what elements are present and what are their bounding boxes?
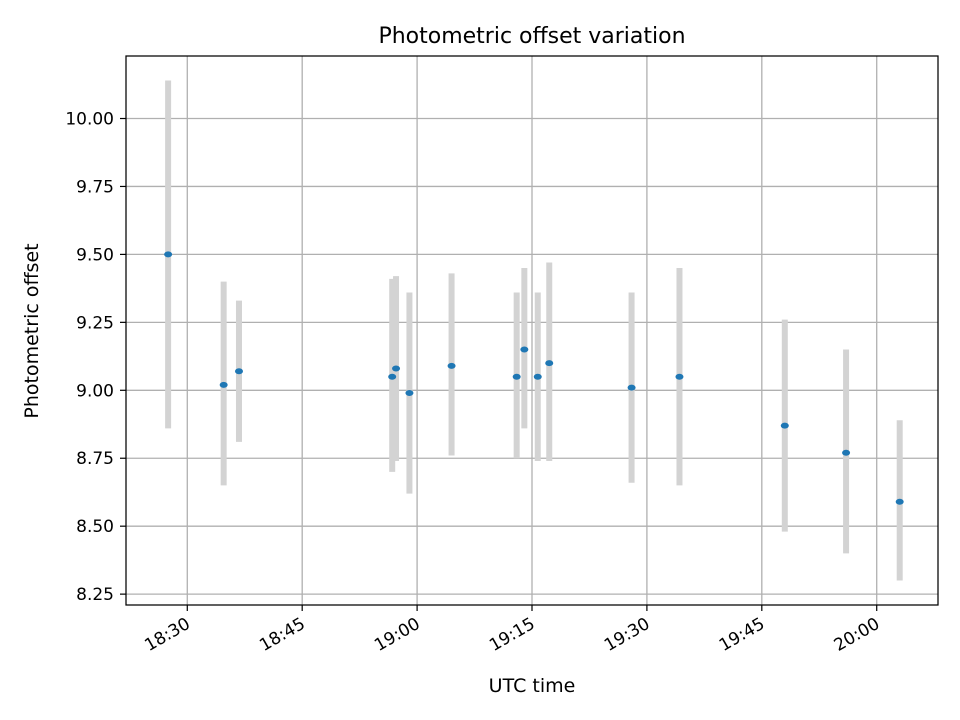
y-tick-label: 10.00: [65, 110, 114, 130]
data-point: [675, 373, 684, 380]
y-tick-label: 8.25: [76, 585, 114, 605]
y-tick-label: 9.00: [76, 381, 114, 401]
y-axis-ticks: 8.25 8.50 8.75 9.00 9.25 9.50 9.75 10.00: [65, 110, 126, 605]
data-point: [512, 373, 521, 380]
data-point: [520, 346, 529, 353]
data-point: [164, 251, 173, 258]
x-axis-label: UTC time: [489, 675, 576, 697]
data-point: [392, 365, 401, 372]
data-point: [388, 373, 397, 380]
data-point: [545, 360, 554, 367]
data-point: [405, 390, 414, 397]
chart-title: Photometric offset variation: [378, 24, 685, 49]
y-tick-label: 8.75: [76, 449, 114, 469]
data-point: [234, 368, 243, 375]
data-point: [627, 384, 636, 391]
data-point: [780, 422, 789, 429]
y-axis-label: Photometric offset: [21, 243, 43, 418]
data-point: [895, 498, 904, 505]
data-point: [533, 373, 542, 380]
data-point: [219, 381, 228, 388]
y-tick-label: 9.25: [76, 313, 114, 333]
y-tick-label: 8.50: [76, 517, 114, 537]
grid: [126, 56, 938, 605]
y-tick-label: 9.50: [76, 245, 114, 265]
y-tick-label: 9.75: [76, 177, 114, 197]
data-points: [164, 251, 904, 505]
data-point: [447, 362, 456, 369]
data-point: [842, 449, 851, 456]
